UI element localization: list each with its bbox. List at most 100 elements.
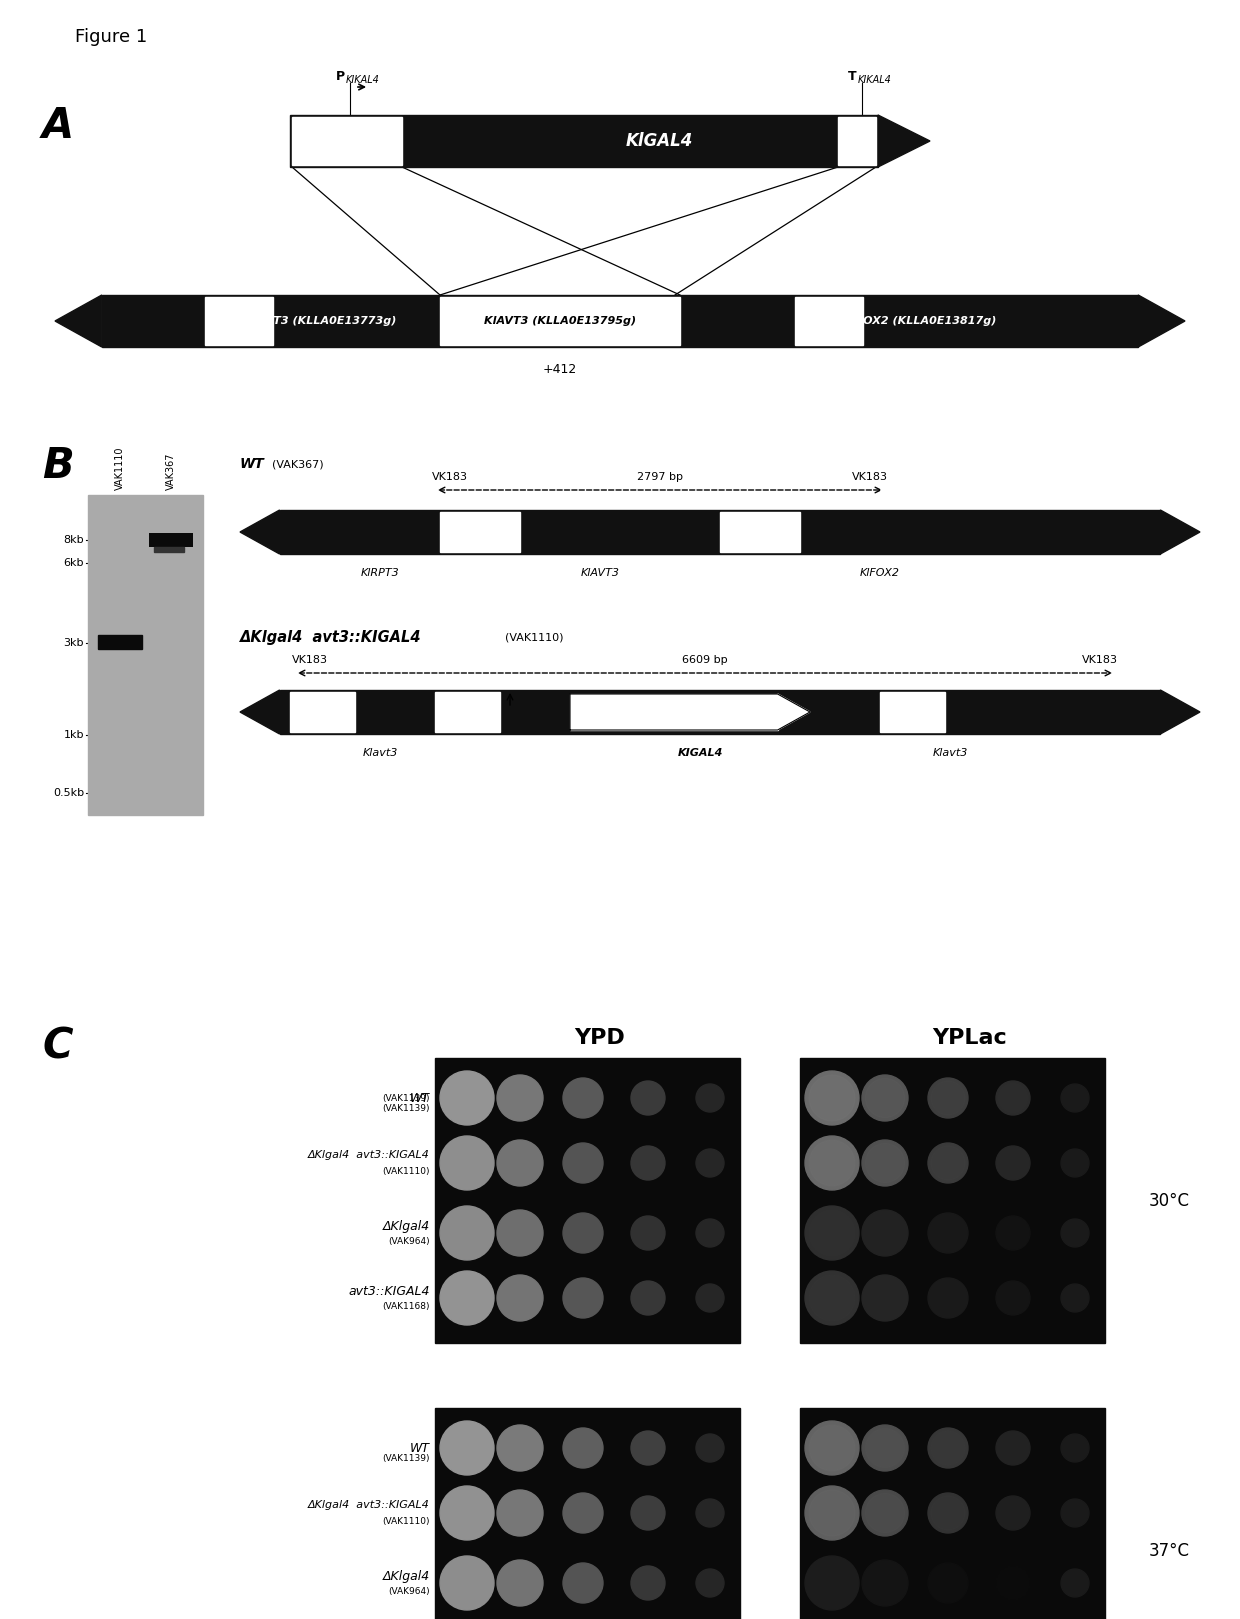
Circle shape	[497, 1489, 543, 1536]
Circle shape	[996, 1281, 1030, 1315]
Circle shape	[631, 1216, 665, 1250]
Text: VAK1110: VAK1110	[115, 447, 125, 491]
Text: YPD: YPD	[574, 1028, 625, 1047]
Text: T: T	[848, 70, 857, 83]
Circle shape	[440, 1556, 494, 1609]
Circle shape	[862, 1140, 908, 1187]
Circle shape	[805, 1556, 859, 1609]
Circle shape	[808, 1489, 854, 1536]
Circle shape	[631, 1566, 665, 1600]
Text: KlFOX2 (KLLA0E13817g): KlFOX2 (KLLA0E13817g)	[843, 316, 997, 325]
Circle shape	[1061, 1149, 1089, 1177]
Circle shape	[497, 1075, 543, 1120]
Text: VK183: VK183	[291, 656, 329, 665]
Circle shape	[805, 1072, 859, 1125]
Polygon shape	[241, 510, 279, 554]
Text: VK183: VK183	[1083, 656, 1118, 665]
Text: KIKAL4: KIKAL4	[858, 74, 892, 86]
Bar	[154, 547, 184, 552]
Circle shape	[696, 1284, 724, 1311]
Circle shape	[862, 1075, 908, 1120]
Bar	[291, 117, 402, 165]
Circle shape	[866, 1428, 904, 1467]
Circle shape	[996, 1081, 1030, 1115]
Bar	[795, 296, 863, 345]
Text: 2797 bp: 2797 bp	[637, 473, 683, 482]
Text: Figure 1: Figure 1	[74, 28, 148, 45]
Text: WT: WT	[241, 457, 265, 471]
Polygon shape	[878, 115, 930, 167]
Polygon shape	[1161, 690, 1200, 733]
Circle shape	[805, 1271, 859, 1324]
Text: 6kb: 6kb	[63, 559, 84, 568]
Text: B: B	[42, 445, 73, 487]
Text: ΔKlgal4  avt3::KIGAL4: ΔKlgal4 avt3::KIGAL4	[308, 1149, 430, 1159]
Circle shape	[497, 1140, 543, 1187]
Circle shape	[631, 1081, 665, 1115]
Bar	[440, 512, 520, 552]
Text: WT: WT	[410, 1091, 430, 1104]
Circle shape	[928, 1143, 968, 1183]
Circle shape	[808, 1209, 854, 1256]
Circle shape	[862, 1425, 908, 1472]
Circle shape	[631, 1146, 665, 1180]
Circle shape	[862, 1489, 908, 1536]
Text: VK183: VK183	[432, 473, 467, 482]
Circle shape	[805, 1421, 859, 1475]
Text: (VAK1139): (VAK1139)	[382, 1093, 430, 1103]
Circle shape	[928, 1562, 968, 1603]
Circle shape	[440, 1137, 494, 1190]
Text: 3kb: 3kb	[63, 638, 84, 648]
Text: (VAK1139): (VAK1139)	[382, 1454, 430, 1462]
Circle shape	[862, 1276, 908, 1321]
Text: (VAK964): (VAK964)	[388, 1237, 430, 1245]
Circle shape	[696, 1499, 724, 1527]
Circle shape	[928, 1428, 968, 1468]
Circle shape	[563, 1562, 603, 1603]
Circle shape	[696, 1149, 724, 1177]
Circle shape	[928, 1277, 968, 1318]
Circle shape	[996, 1431, 1030, 1465]
Text: (VAK1139): (VAK1139)	[382, 1104, 430, 1112]
Text: 6609 bp: 6609 bp	[682, 656, 728, 665]
Text: P: P	[336, 70, 345, 83]
Circle shape	[866, 1143, 904, 1182]
Bar	[290, 691, 355, 732]
Circle shape	[631, 1496, 665, 1530]
Circle shape	[931, 1081, 965, 1115]
Polygon shape	[55, 295, 102, 346]
Circle shape	[1061, 1219, 1089, 1247]
Circle shape	[1061, 1085, 1089, 1112]
Text: Klavt3: Klavt3	[362, 748, 398, 758]
Bar	[880, 691, 945, 732]
Circle shape	[440, 1206, 494, 1260]
Circle shape	[928, 1493, 968, 1533]
Circle shape	[928, 1213, 968, 1253]
Circle shape	[805, 1137, 859, 1190]
Circle shape	[866, 1493, 904, 1533]
Circle shape	[696, 1219, 724, 1247]
Text: KlGAL4: KlGAL4	[625, 133, 693, 151]
Circle shape	[862, 1561, 908, 1606]
Bar	[88, 495, 203, 814]
Circle shape	[563, 1493, 603, 1533]
Bar	[149, 533, 192, 547]
Bar	[102, 295, 1138, 346]
Circle shape	[1061, 1569, 1089, 1596]
Text: (VAK367): (VAK367)	[272, 460, 324, 470]
Text: KlRPT3: KlRPT3	[361, 568, 399, 578]
Text: KlAVT3 (KLLA0E13795g): KlAVT3 (KLLA0E13795g)	[484, 316, 636, 325]
Circle shape	[440, 1421, 494, 1475]
Circle shape	[497, 1209, 543, 1256]
Bar	[290, 115, 878, 167]
Text: YPLac: YPLac	[932, 1028, 1007, 1047]
Bar	[205, 296, 273, 345]
Text: ΔKlgal4  avt3::KIGAL4: ΔKlgal4 avt3::KIGAL4	[241, 630, 422, 644]
Text: ΔKlgal4: ΔKlgal4	[383, 1569, 430, 1582]
Circle shape	[808, 1276, 854, 1321]
Text: 1kb: 1kb	[63, 730, 84, 740]
Circle shape	[805, 1206, 859, 1260]
Circle shape	[866, 1078, 904, 1117]
Text: (VAK1110): (VAK1110)	[382, 1167, 430, 1175]
Circle shape	[440, 1271, 494, 1324]
